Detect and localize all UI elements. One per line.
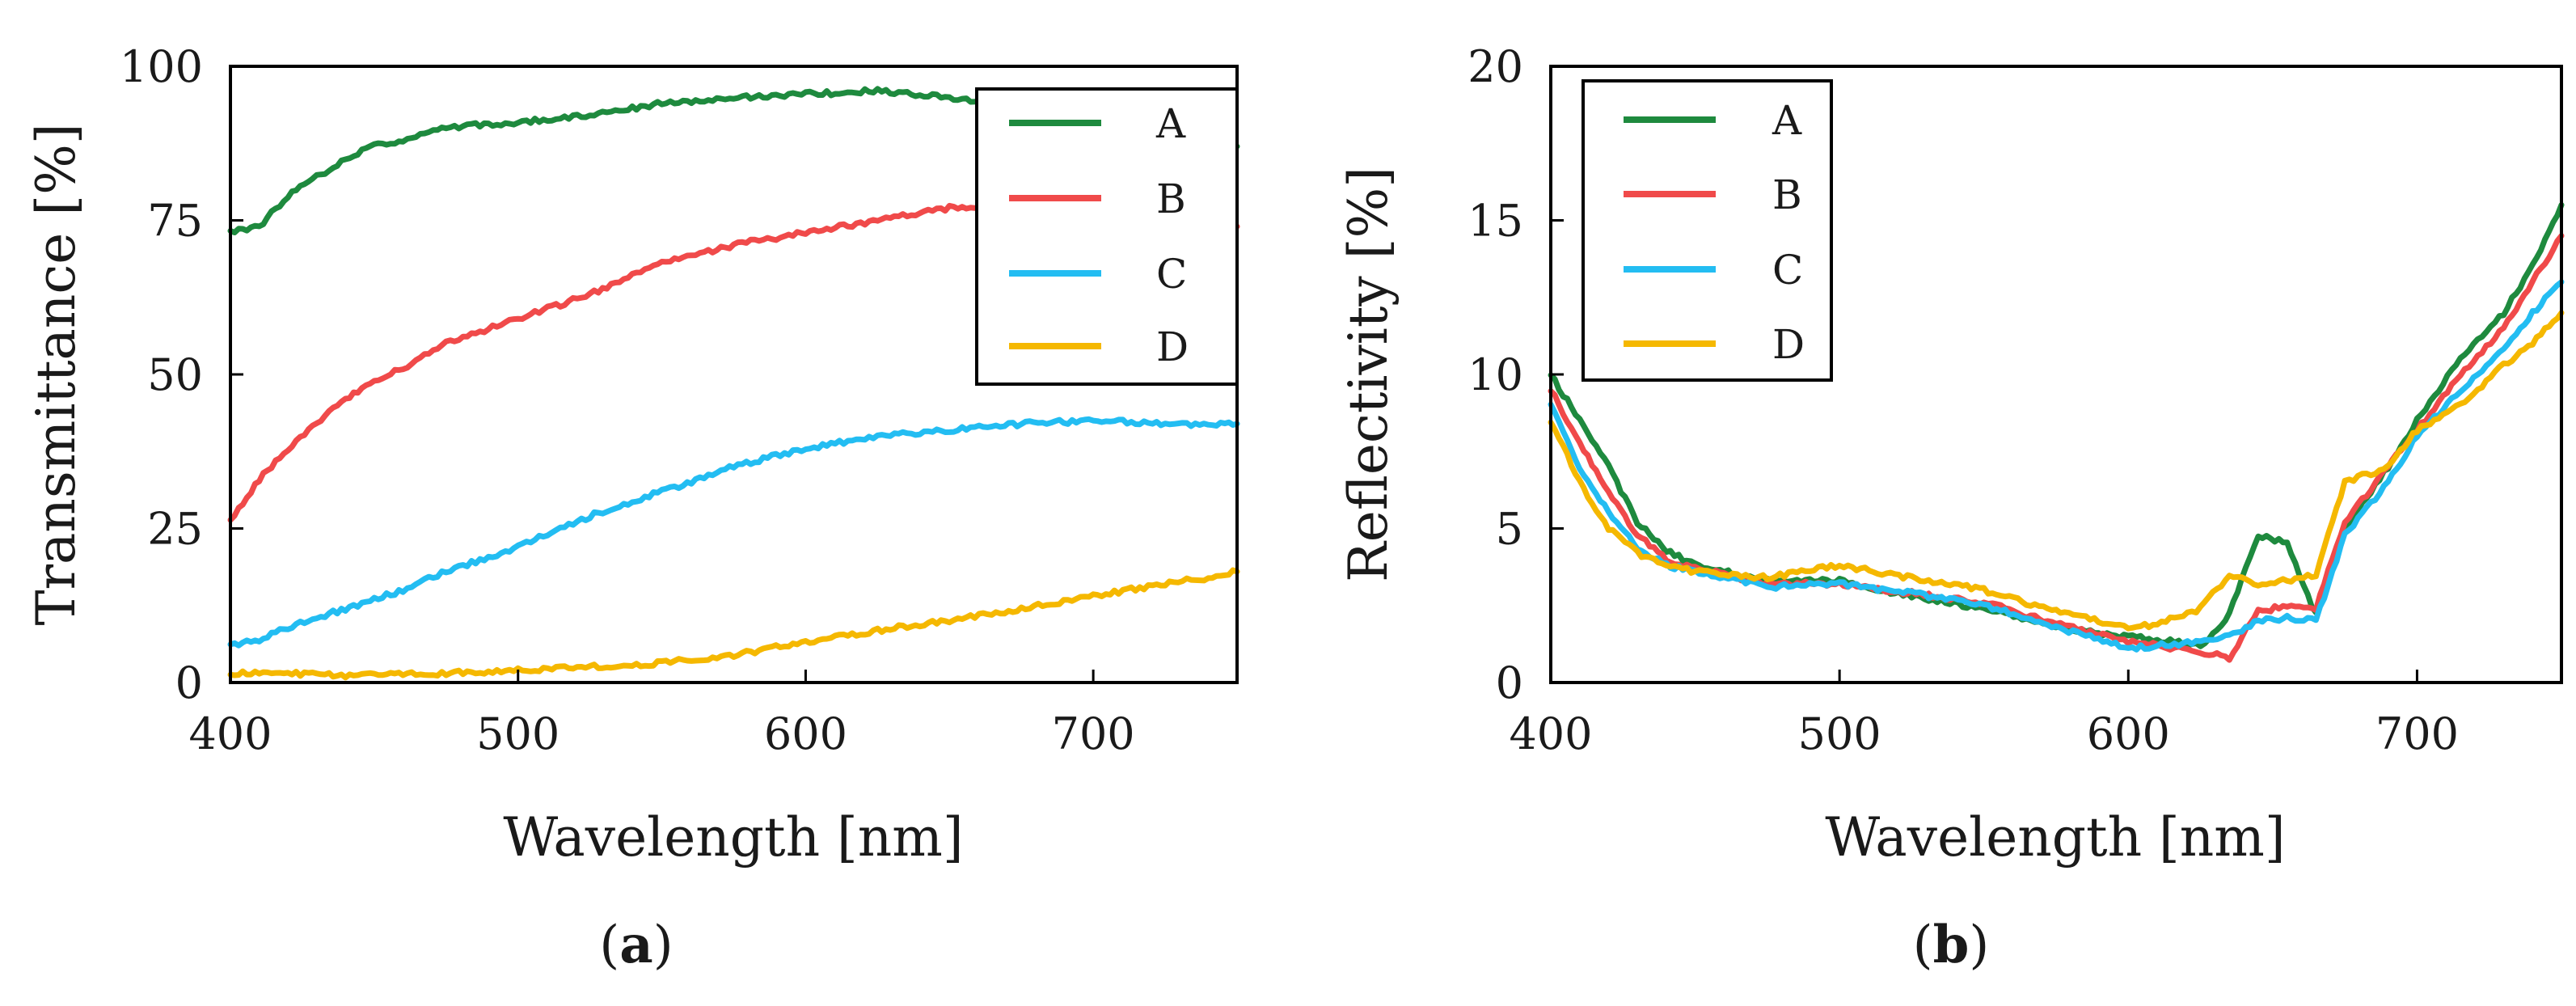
legend-label-a-B: B [1156,175,1186,222]
y-tick-label-a-25: 25 [147,504,203,555]
x-axis-title-a: Wavelength [nm] [503,806,963,869]
legend-a: A B C D [975,87,1239,386]
x-tick-label-a-600: 600 [764,708,847,759]
legend-label-b-B: B [1772,171,1802,218]
caption-b: (b) [1913,915,1990,975]
legend-label-b-C: C [1772,247,1803,294]
y-axis-title-b: Reflectivity [%] [1337,167,1400,582]
x-tick-label-a-500: 500 [476,708,560,759]
y-tick-label-b-10: 10 [1467,349,1523,400]
y-tick-label-a-100: 100 [120,41,203,92]
y-axis-title-a: Transmittance [%] [25,123,87,625]
legend-label-b-D: D [1772,321,1805,368]
y-tick-label-b-20: 20 [1467,41,1523,92]
x-tick-label-b-600: 600 [2087,708,2170,759]
chart-panel-a: 400 500 600 700 0 25 50 75 100 Wavelength [nm] T… [25,41,1240,975]
legend-b: A B C D [1581,79,1833,382]
series-line-b-C [1548,279,2565,653]
legend-label-a-D: D [1156,323,1189,370]
y-tick-label-b-0: 0 [1496,657,1523,708]
legend-label-a-C: C [1156,251,1187,298]
y-tick-label-a-0: 0 [175,657,203,708]
y-tick-label-a-50: 50 [147,349,203,400]
x-axis-title-b: Wavelength [nm] [1825,806,2285,869]
legend-label-b-A: A [1772,97,1802,144]
series-line-a-C [227,416,1240,649]
series-line-a-D [227,567,1240,681]
legend-label-a-A: A [1155,100,1186,147]
legend-box-b [1581,79,1833,382]
x-tick-label-b-700: 700 [2375,708,2459,759]
x-tick-label-a-400: 400 [188,708,272,759]
y-tick-label-b-5: 5 [1496,504,1523,555]
y-tick-label-b-15: 15 [1467,196,1523,247]
caption-a: (a) [599,915,673,975]
legend-box-a [975,87,1239,386]
x-tick-label-b-500: 500 [1798,708,1881,759]
series-lines-b [1548,201,2565,663]
axis-ticks-b: 400 500 600 700 0 5 10 15 20 [1467,41,2459,759]
chart-panel-b: 400 500 600 700 0 5 10 15 20 Wavelength [nm] Ref… [1337,41,2565,975]
y-tick-label-a-75: 75 [147,196,203,247]
x-tick-label-a-700: 700 [1052,708,1135,759]
axis-ticks-a: 400 500 600 700 0 25 50 75 100 [120,41,1135,759]
x-tick-label-b-400: 400 [1509,708,1592,759]
series-line-b-D [1548,310,2565,632]
